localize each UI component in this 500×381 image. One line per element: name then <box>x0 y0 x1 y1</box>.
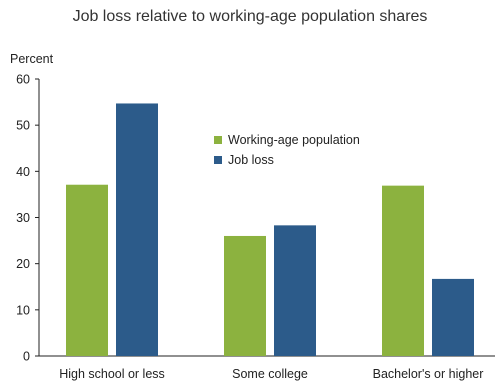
x-tick-label: High school or less <box>59 367 165 381</box>
legend-label: Job loss <box>228 153 274 167</box>
y-tick-label: 30 <box>16 211 30 225</box>
y-tick-label: 10 <box>16 303 30 317</box>
y-tick-label: 20 <box>16 257 30 271</box>
y-tick-label: 0 <box>23 350 30 364</box>
legend-swatch <box>214 156 222 164</box>
bar-job-loss <box>274 225 316 356</box>
legend: Working-age population Job loss <box>214 130 360 170</box>
y-tick-label: 40 <box>16 165 30 179</box>
bar-job-loss <box>432 278 474 356</box>
legend-item-job-loss: Job loss <box>214 150 360 170</box>
y-axis-label: Percent <box>10 52 54 66</box>
y-tick-label: 50 <box>16 119 30 133</box>
bar-working-age-population <box>66 184 108 356</box>
bar-working-age-population <box>382 185 424 356</box>
bar-working-age-population <box>224 235 266 356</box>
bar-job-loss <box>116 103 158 357</box>
legend-swatch <box>214 136 222 144</box>
chart-title: Job loss relative to working-age populat… <box>72 8 428 25</box>
x-tick-label: Bachelor's or higher <box>373 367 484 381</box>
x-tick-label: Some college <box>232 367 308 381</box>
legend-item-working-age: Working-age population <box>214 130 360 150</box>
legend-label: Working-age population <box>228 133 360 147</box>
y-tick-label: 60 <box>16 73 30 87</box>
